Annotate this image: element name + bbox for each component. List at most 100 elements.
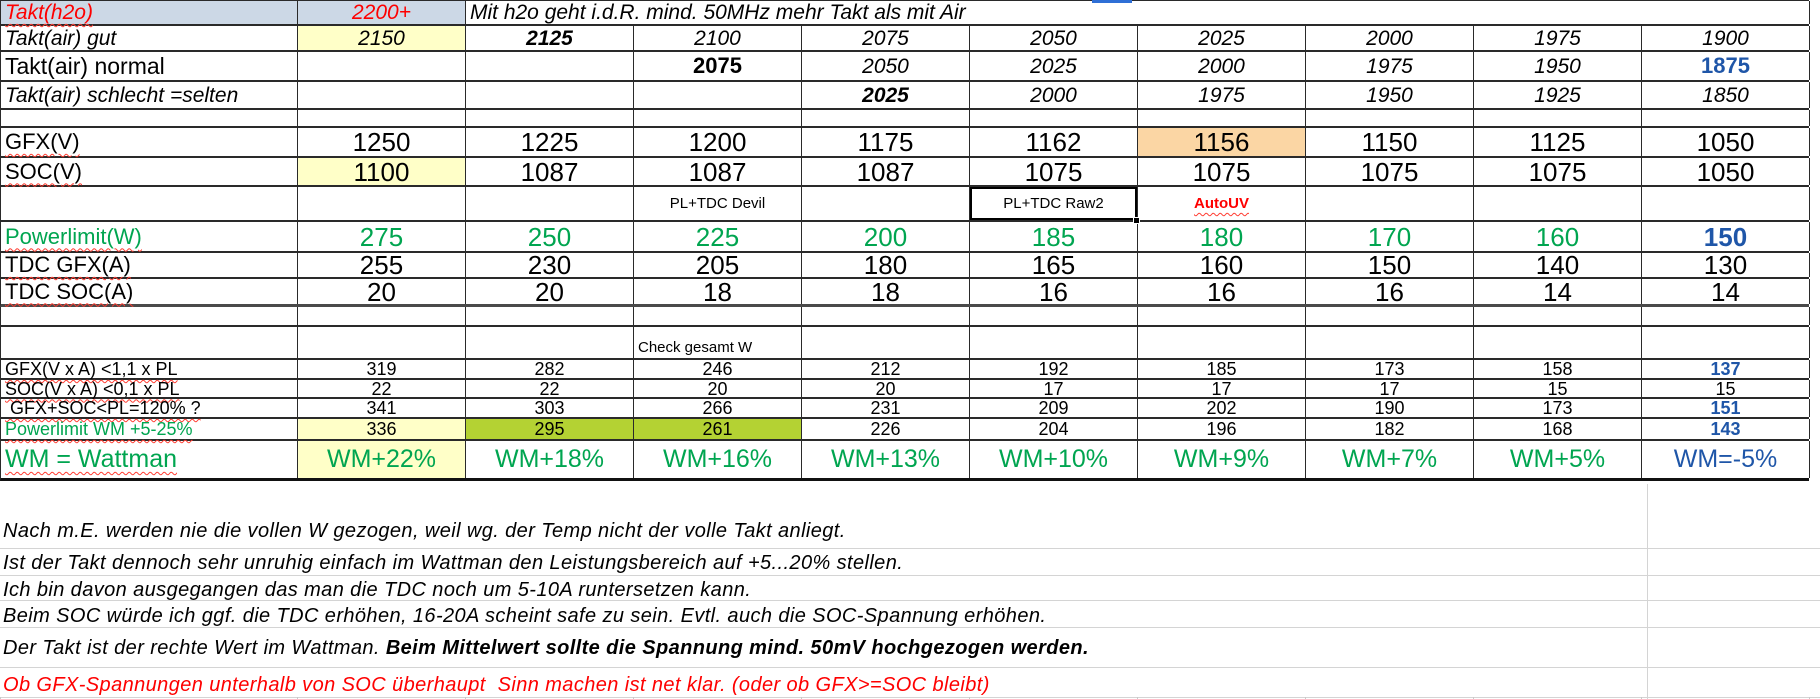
cell-profile-tags-c1[interactable] [298,187,466,220]
cell-soc-v-c8[interactable]: 1075 [1474,158,1642,185]
cell-soc-vxa-c9[interactable]: 15 [1642,380,1810,398]
cell-takt-air-normal-c1[interactable] [298,52,466,80]
cell-spacer-2-c8[interactable] [1474,307,1642,325]
cell-wm-wattman-c2[interactable]: WM+18% [466,441,634,478]
cell-profile-tags-c2[interactable] [466,187,634,220]
cell-gfx-vxa-c3[interactable]: 246 [634,360,802,378]
cell-takt-air-normal-c7[interactable]: 1975 [1306,52,1474,80]
cell-gfx-v-c7[interactable]: 1150 [1306,128,1474,156]
cell-powerlimit-wm-c9[interactable]: 143 [1642,419,1810,439]
cell-spacer-2-c7[interactable] [1306,307,1474,325]
cell-takt-air-gut-c2[interactable]: 2125 [466,26,634,50]
cell-powerlimit-w-c9[interactable]: 150 [1642,222,1810,251]
cell-soc-v-c2[interactable]: 1087 [466,158,634,185]
cell-takt-air-schlecht-c9[interactable]: 1850 [1642,82,1810,108]
cell-gfx-vxa-c2[interactable]: 282 [466,360,634,378]
cell-check-row-c7[interactable] [1306,327,1474,358]
cell-check-row-c1[interactable] [298,327,466,358]
cell-takt-air-normal-c4[interactable]: 2050 [802,52,970,80]
cell-profile-tags-c3[interactable]: PL+TDC Devil [634,187,802,220]
cell-wm-wattman-c9[interactable]: WM=-5% [1642,441,1810,478]
cell-tdc-gfx-c2[interactable]: 230 [466,252,634,278]
cell-check-row-c3[interactable]: Check gesamt W [634,327,802,358]
cell-soc-v-c9[interactable]: 1050 [1642,158,1810,185]
cell-takt-air-schlecht-c2[interactable] [466,82,634,108]
cell-powerlimit-wm-c6[interactable]: 196 [1138,419,1306,439]
cell-takt-air-normal-c9[interactable]: 1875 [1642,52,1810,80]
cell-takt-h2o-c0[interactable]: Takt(h2o) [1,1,298,24]
cell-tdc-soc-c9[interactable]: 14 [1642,279,1810,305]
cell-check-row-c4[interactable] [802,327,970,358]
cell-tdc-soc-c3[interactable]: 18 [634,279,802,305]
cell-tdc-soc-c7[interactable]: 16 [1306,279,1474,305]
cell-gfx-vxa-c4[interactable]: 212 [802,360,970,378]
cell-wm-wattman-c0[interactable]: WM = Wattman [1,441,298,478]
cell-tdc-gfx-c3[interactable]: 205 [634,252,802,278]
cell-spacer-1-c3[interactable] [634,110,802,126]
cell-soc-vxa-c1[interactable]: 22 [298,380,466,398]
cell-profile-tags-c8[interactable] [1474,187,1642,220]
cell-powerlimit-w-c6[interactable]: 180 [1138,222,1306,251]
cell-takt-air-normal-c6[interactable]: 2000 [1138,52,1306,80]
cell-tdc-gfx-c8[interactable]: 140 [1474,252,1642,278]
cell-tdc-gfx-c0[interactable]: TDC GFX(A) [1,253,298,277]
cell-spacer-1-c1[interactable] [298,110,466,126]
cell-gfx-soc-pl-c8[interactable]: 173 [1474,399,1642,417]
cell-takt-air-gut-c9[interactable]: 1900 [1642,26,1810,50]
cell-gfx-v-c8[interactable]: 1125 [1474,128,1642,156]
cell-spacer-2-c5[interactable] [970,307,1138,325]
cell-spacer-2-c9[interactable] [1642,307,1810,325]
cell-gfx-vxa-c7[interactable]: 173 [1306,360,1474,378]
cell-spacer-1-c4[interactable] [802,110,970,126]
cell-powerlimit-w-c0[interactable]: Powerlimit(W) [1,222,298,251]
cell-soc-vxa-c3[interactable]: 20 [634,380,802,398]
cell-spacer-2-c4[interactable] [802,307,970,325]
cell-soc-v-c6[interactable]: 1075 [1138,158,1306,185]
cell-powerlimit-wm-c2[interactable]: 295 [466,419,634,439]
cell-spacer-1-c0[interactable] [1,110,298,126]
cell-tdc-gfx-c1[interactable]: 255 [298,252,466,278]
cell-soc-vxa-c6[interactable]: 17 [1138,380,1306,398]
cell-gfx-soc-pl-c9[interactable]: 151 [1642,399,1810,417]
cell-wm-wattman-c1[interactable]: WM+22% [298,441,466,478]
cell-powerlimit-w-c1[interactable]: 275 [298,222,466,251]
cell-takt-air-gut-c4[interactable]: 2075 [802,26,970,50]
cell-gfx-soc-pl-c6[interactable]: 202 [1138,399,1306,417]
cell-gfx-v-c1[interactable]: 1250 [298,128,466,156]
cell-takt-air-schlecht-c1[interactable] [298,82,466,108]
cell-takt-air-gut-c3[interactable]: 2100 [634,26,802,50]
cell-soc-vxa-c2[interactable]: 22 [466,380,634,398]
cell-spacer-2-c1[interactable] [298,307,466,325]
cell-gfx-v-c4[interactable]: 1175 [802,128,970,156]
cell-takt-air-normal-c8[interactable]: 1950 [1474,52,1642,80]
cell-gfx-v-c3[interactable]: 1200 [634,128,802,156]
cell-spacer-1-c7[interactable] [1306,110,1474,126]
cell-wm-wattman-c3[interactable]: WM+16% [634,441,802,478]
cell-spacer-1-c5[interactable] [970,110,1138,126]
cell-profile-tags-c5[interactable]: PL+TDC Raw2 [970,187,1140,224]
cell-tdc-soc-c8[interactable]: 14 [1474,279,1642,305]
cell-powerlimit-w-c3[interactable]: 225 [634,222,802,251]
cell-tdc-gfx-c4[interactable]: 180 [802,252,970,278]
cell-profile-tags-c0[interactable] [1,187,298,220]
cell-gfx-vxa-c9[interactable]: 137 [1642,360,1810,378]
cell-spacer-1-c6[interactable] [1138,110,1306,126]
cell-takt-h2o-c1[interactable]: 2200+ [298,1,466,24]
cell-gfx-vxa-c0[interactable]: GFX(V x A) <1,1 x PL [1,360,298,378]
cell-tdc-gfx-c6[interactable]: 160 [1138,252,1306,278]
cell-check-row-c2[interactable] [466,327,634,358]
cell-powerlimit-wm-c1[interactable]: 336 [298,419,466,439]
cell-tdc-soc-c0[interactable]: TDC SOC(A) [1,279,298,304]
cell-soc-vxa-c7[interactable]: 17 [1306,380,1474,398]
cell-check-row-c6[interactable] [1138,327,1306,358]
cell-soc-vxa-c8[interactable]: 15 [1474,380,1642,398]
cell-wm-wattman-c8[interactable]: WM+5% [1474,441,1642,478]
cell-wm-wattman-c6[interactable]: WM+9% [1138,441,1306,478]
cell-profile-tags-c9[interactable] [1642,187,1810,220]
cell-takt-air-normal-c5[interactable]: 2025 [970,52,1138,80]
cell-spacer-2-c2[interactable] [466,307,634,325]
cell-check-row-c8[interactable] [1474,327,1642,358]
cell-tdc-soc-c6[interactable]: 16 [1138,279,1306,305]
cell-powerlimit-w-c7[interactable]: 170 [1306,222,1474,251]
cell-profile-tags-c6[interactable]: AutoUV [1138,187,1306,220]
